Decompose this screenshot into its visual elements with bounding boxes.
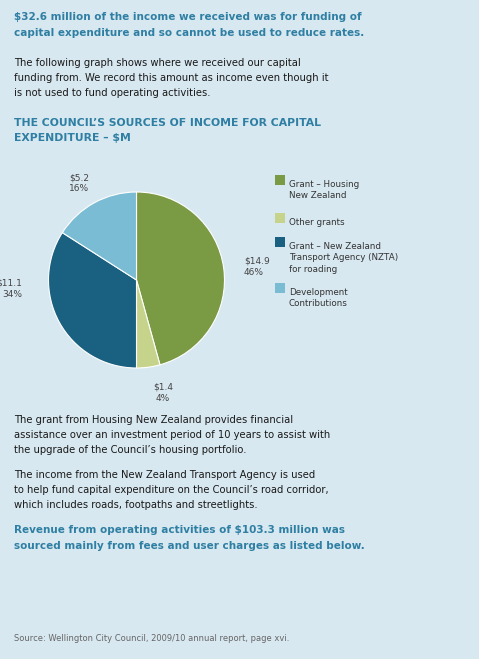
Text: $11.1
34%: $11.1 34% [0, 279, 22, 299]
Text: is not used to fund operating activities.: is not used to fund operating activities… [14, 88, 210, 98]
Text: Development
Contributions: Development Contributions [289, 288, 348, 308]
Text: sourced mainly from fees and user charges as listed below.: sourced mainly from fees and user charge… [14, 541, 365, 551]
Text: which includes roads, footpaths and streetlights.: which includes roads, footpaths and stre… [14, 500, 258, 510]
Text: $14.9
46%: $14.9 46% [244, 257, 270, 277]
Text: Grant – New Zealand
Transport Agency (NZTA)
for roading: Grant – New Zealand Transport Agency (NZ… [289, 242, 398, 274]
Text: $1.4
4%: $1.4 4% [153, 383, 173, 403]
Wedge shape [48, 233, 137, 368]
Text: to help fund capital expenditure on the Council’s road corridor,: to help fund capital expenditure on the … [14, 485, 329, 495]
Text: Source: Wellington City Council, 2009/10 annual report, page xvi.: Source: Wellington City Council, 2009/10… [14, 634, 289, 643]
Text: Other grants: Other grants [289, 218, 344, 227]
Text: funding from. We record this amount as income even though it: funding from. We record this amount as i… [14, 73, 329, 83]
Text: $5.2
16%: $5.2 16% [69, 173, 90, 193]
Text: The following graph shows where we received our capital: The following graph shows where we recei… [14, 58, 301, 68]
Wedge shape [137, 280, 160, 368]
Text: the upgrade of the Council’s housing portfolio.: the upgrade of the Council’s housing por… [14, 445, 247, 455]
Text: $32.6 million of the income we received was for funding of: $32.6 million of the income we received … [14, 12, 362, 22]
Wedge shape [137, 192, 225, 365]
Text: EXPENDITURE – $M: EXPENDITURE – $M [14, 133, 131, 143]
Text: The grant from Housing New Zealand provides financial: The grant from Housing New Zealand provi… [14, 415, 293, 425]
Wedge shape [62, 192, 137, 280]
Text: The income from the New Zealand Transport Agency is used: The income from the New Zealand Transpor… [14, 470, 315, 480]
Text: Revenue from operating activities of $103.3 million was: Revenue from operating activities of $10… [14, 525, 345, 535]
Text: assistance over an investment period of 10 years to assist with: assistance over an investment period of … [14, 430, 330, 440]
Text: THE COUNCIL’S SOURCES OF INCOME FOR CAPITAL: THE COUNCIL’S SOURCES OF INCOME FOR CAPI… [14, 118, 321, 128]
Text: Grant – Housing
New Zealand: Grant – Housing New Zealand [289, 180, 359, 200]
Text: capital expenditure and so cannot be used to reduce rates.: capital expenditure and so cannot be use… [14, 28, 364, 38]
